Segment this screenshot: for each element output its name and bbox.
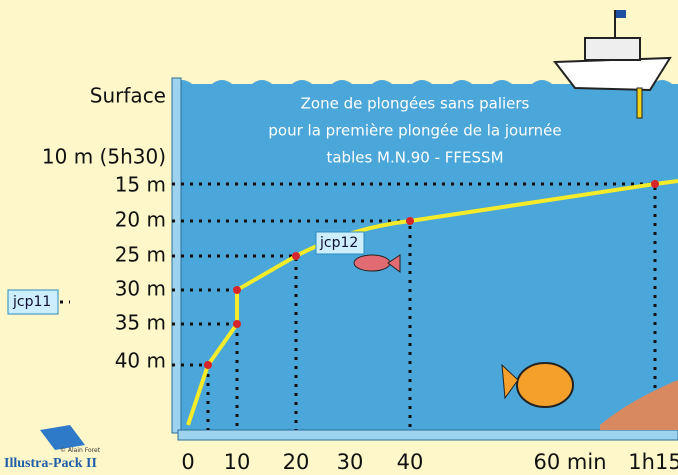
depth-label: 20 m <box>115 208 166 232</box>
title-line: tables M.N.90 - FFESSM <box>326 149 503 167</box>
annotation: jcp11 <box>12 294 51 310</box>
depth-label: Surface <box>90 84 166 108</box>
depth-label: 25 m <box>115 243 166 267</box>
time-label: 0 <box>181 450 194 474</box>
time-label: 10 <box>224 450 251 474</box>
time-label: 1h15 <box>628 450 678 474</box>
depth-label: 15 m <box>115 173 166 197</box>
depth-label: 10 m (5h30) <box>42 145 166 169</box>
logo-credit: © Alain Foret <box>60 447 101 454</box>
logo-name: Illustra-Pack II <box>4 456 97 471</box>
logo: © Alain Foret Illustra-Pack II <box>4 425 101 471</box>
time-label: 20 <box>283 450 310 474</box>
diagram: Surface 10 m (5h30) 15 m 20 m 25 m 30 m 35 m 40… <box>0 0 678 475</box>
time-label: 30 <box>337 450 364 474</box>
depth-label: 35 m <box>115 311 166 335</box>
title-line: pour la première plongée de la journée <box>268 122 561 140</box>
annotation: jcp12 <box>319 235 358 251</box>
time-label: 40 <box>397 450 424 474</box>
depth-label: 30 m <box>115 277 166 301</box>
time-bar <box>178 430 678 440</box>
time-label: 60 min <box>534 450 607 474</box>
title-line: Zone de plongées sans paliers <box>301 95 530 113</box>
depth-label: 40 m <box>115 349 166 373</box>
